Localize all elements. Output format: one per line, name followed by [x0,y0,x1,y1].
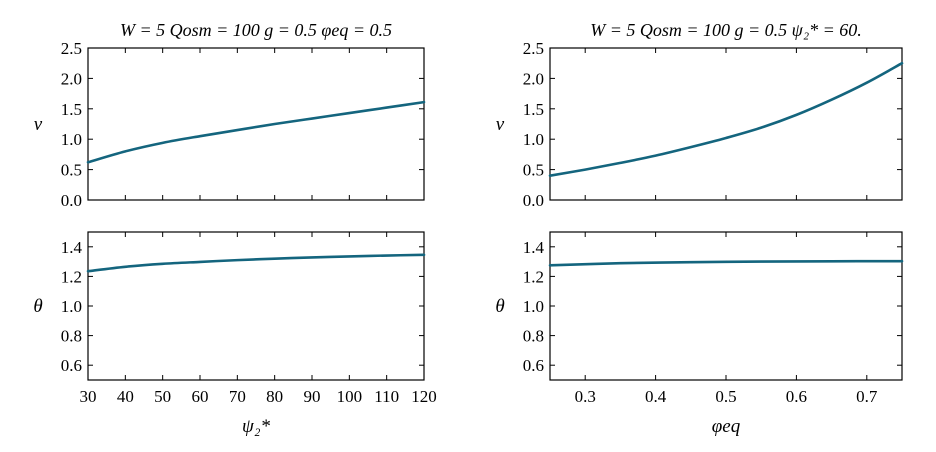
x-tick-label: 0.5 [715,387,736,406]
y-tick-label: 1.2 [61,267,82,286]
y-axis-label: ν [496,114,505,135]
y-tick-label: 0.8 [523,327,544,346]
plot-frame [87,47,425,201]
y-tick-label: 0.6 [61,356,82,375]
plot-frame [87,231,425,381]
panel-bottom-left: 30 40 50 60 70 80 90 100 110 120 0.6 0.8 1.0 1.2 1.4 θ ψ… [33,231,437,437]
y-tick-label: 2.5 [523,39,544,58]
y-tick-label: 1.0 [523,297,544,316]
y-tick-label: 0.5 [61,161,82,180]
x-tick-label: 120 [411,387,437,406]
panel-top-right: 0.0 0.5 1.0 1.5 2.0 2.5 ν W = 5 Qosm = 100 g = … [496,20,904,210]
x-tick-label: 110 [374,387,399,406]
series-line-bottom-left [86,253,426,273]
y-tick-label: 1.0 [61,297,82,316]
chart-title: W = 5 Qosm = 100 g = 0.5 φeq = 0.5 [120,20,392,40]
y-axis-label: θ [495,296,504,317]
y-tick-label: 2.5 [61,39,82,58]
y-tick-label: 0.5 [523,161,544,180]
y-axis-label: θ [33,296,42,317]
x-tick-label: 0.7 [856,387,878,406]
plot-frame [549,47,903,201]
x-tick-label: 70 [229,387,246,406]
y-tick-label: 0.0 [61,191,82,210]
y-tick-label: 2.0 [523,69,544,88]
x-tick-label: 90 [304,387,321,406]
y-tick-label: 1.5 [61,100,82,119]
x-tick-label: 80 [266,387,283,406]
y-tick-label: 1.5 [523,100,544,119]
x-tick-label: 30 [80,387,97,406]
x-axis-label: ψ₂* [242,416,270,437]
x-tick-label: 60 [192,387,209,406]
x-axis-label: φeq [712,416,741,437]
y-tick-label: 1.4 [523,238,545,257]
x-tick-label: 0.3 [575,387,596,406]
y-tick-label: 1.0 [61,130,82,149]
panel-bottom-right: 0.3 0.4 0.5 0.6 0.7 0.6 0.8 1.0 1.2 1.4 θ φeq [495,231,904,437]
y-tick-label: 0.8 [61,327,82,346]
series-line-top-left [86,100,426,164]
series-line-bottom-right [548,259,904,267]
y-tick-label: 2.0 [61,69,82,88]
y-tick-label: 1.4 [61,238,83,257]
x-tick-label: 50 [154,387,171,406]
series-line-top-right [548,61,904,177]
panel-top-left: 0.0 0.5 1.0 1.5 2.0 2.5 ν W = 5 Qosm = 100 g = … [34,20,426,210]
y-tick-label: 0.0 [523,191,544,210]
x-tick-label: 0.4 [645,387,667,406]
x-tick-label: 100 [337,387,363,406]
x-tick-label: 0.6 [786,387,807,406]
chart-title: W = 5 Qosm = 100 g = 0.5 ψ₂* = 60. [590,20,862,40]
y-tick-label: 0.6 [523,356,544,375]
y-axis-label: ν [34,114,43,135]
y-tick-label: 1.2 [523,267,544,286]
x-tick-label: 40 [117,387,134,406]
y-tick-label: 1.0 [523,130,544,149]
plot-frame [549,231,903,381]
